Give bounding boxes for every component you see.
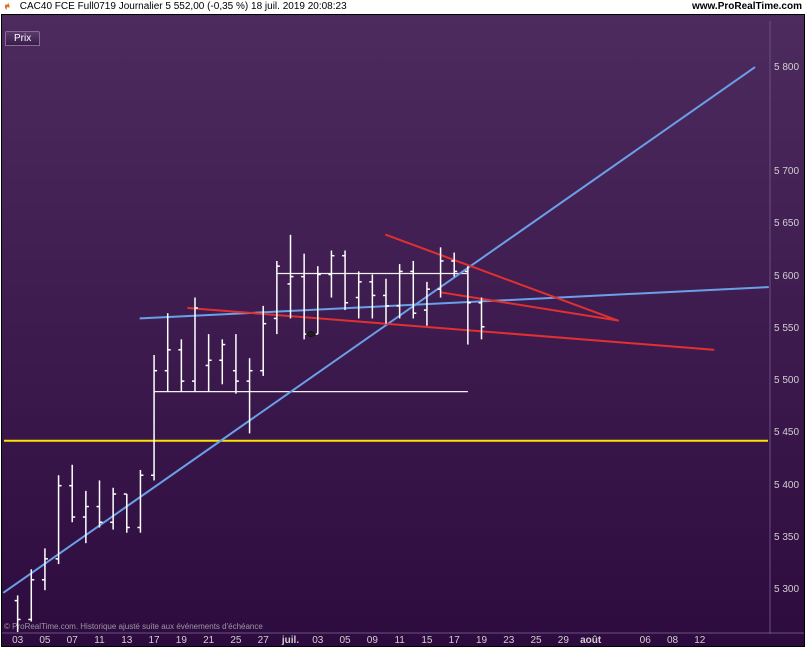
- chart-container: Prix © ProRealTime.com. Historique ajust…: [1, 14, 805, 647]
- chart-title-text: CAC40 FCE Full0719 Journalier 5 552,00 (…: [20, 1, 347, 12]
- copyright-text: © ProRealTime.com. Historique ajusté sui…: [4, 622, 263, 631]
- site-link[interactable]: www.ProRealTime.com: [692, 0, 802, 14]
- title-bar: CAC40 FCE Full0719 Journalier 5 552,00 (…: [0, 0, 806, 14]
- app-icon: [4, 1, 14, 11]
- price-tab[interactable]: Prix: [5, 31, 40, 46]
- price-chart[interactable]: [2, 15, 804, 646]
